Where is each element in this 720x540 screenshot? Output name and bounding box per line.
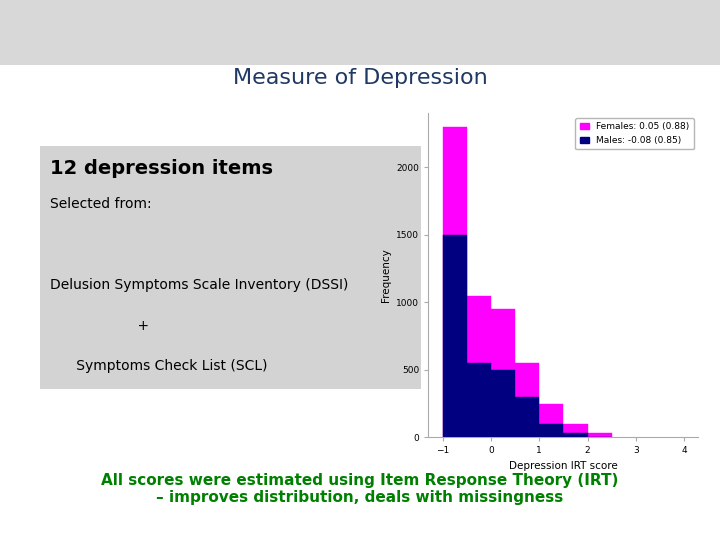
Y-axis label: Frequency: Frequency	[381, 248, 391, 302]
Bar	[516, 363, 539, 437]
Bar	[443, 127, 467, 437]
Text: Symptoms Check List (SCL): Symptoms Check List (SCL)	[50, 359, 268, 373]
Text: Measure of Depression: Measure of Depression	[233, 68, 487, 89]
Text: All scores were estimated using Item Response Theory (IRT)
– improves distributi: All scores were estimated using Item Res…	[102, 472, 618, 505]
Text: Selected from:: Selected from:	[50, 197, 152, 211]
Bar	[563, 433, 588, 437]
Bar	[539, 404, 563, 437]
Bar	[588, 433, 611, 437]
Bar	[539, 424, 563, 437]
Bar	[467, 363, 491, 437]
Bar	[563, 424, 588, 437]
Text: Delusion Symptoms Scale Inventory (DSSI): Delusion Symptoms Scale Inventory (DSSI)	[50, 278, 348, 292]
Text: +: +	[50, 319, 150, 333]
Bar	[443, 235, 467, 437]
Text: 12 depression items: 12 depression items	[50, 159, 274, 178]
Legend: Females: 0.05 (0.88), Males: -0.08 (0.85): Females: 0.05 (0.88), Males: -0.08 (0.85…	[575, 118, 694, 150]
X-axis label: Depression IRT score: Depression IRT score	[509, 461, 618, 471]
Bar	[467, 296, 491, 437]
FancyBboxPatch shape	[40, 146, 421, 389]
Bar	[0, 0, 720, 65]
Bar	[491, 370, 516, 437]
Bar	[491, 309, 516, 437]
Bar	[516, 397, 539, 437]
